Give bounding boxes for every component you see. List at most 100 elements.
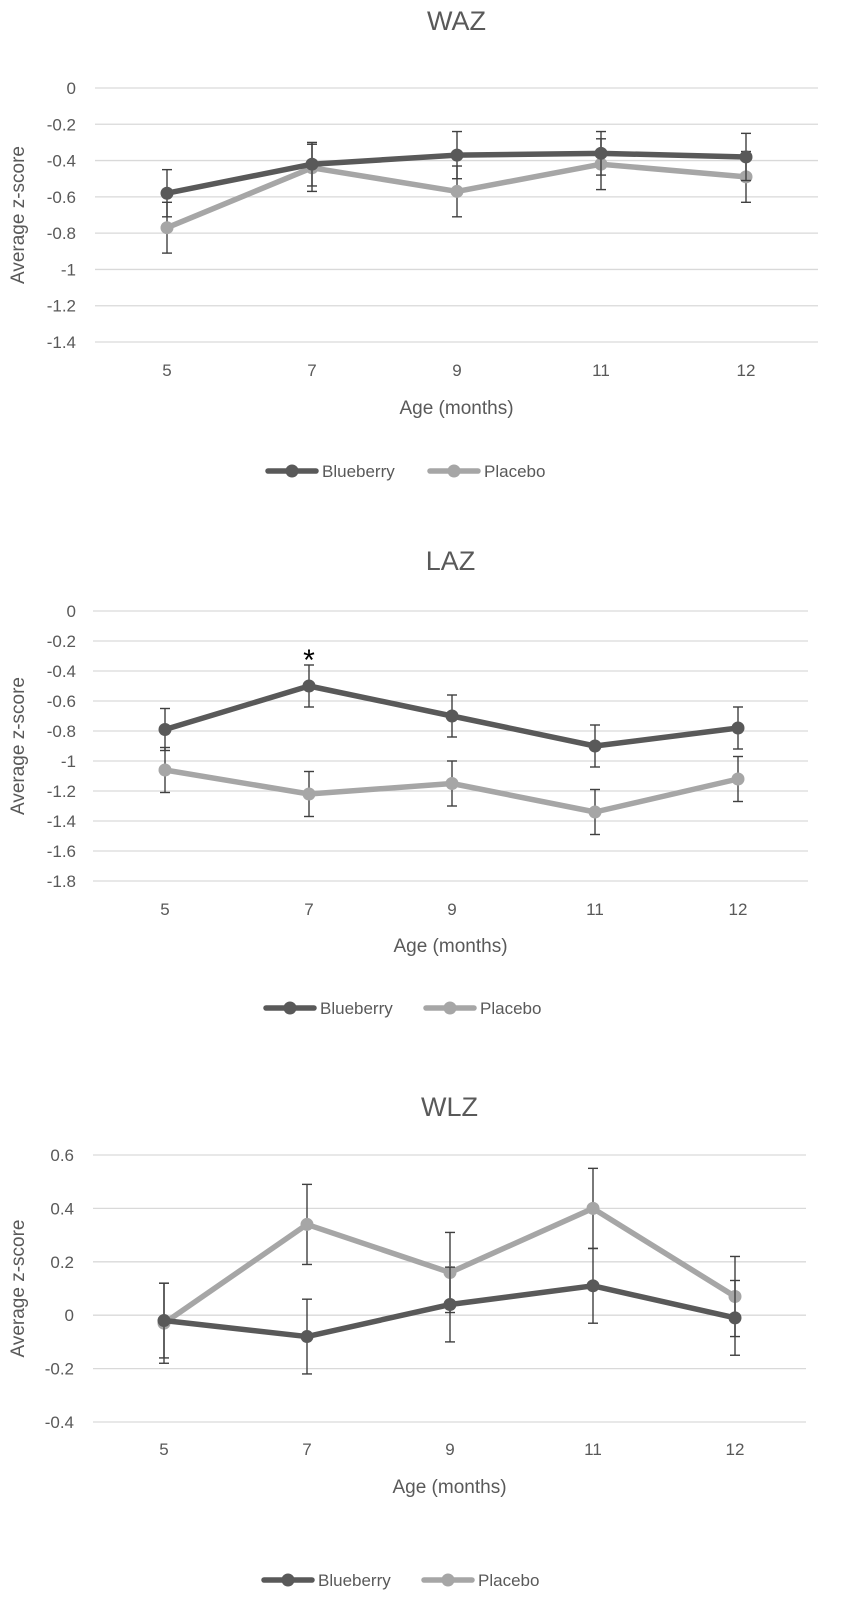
legend: Blueberry Placebo <box>261 1571 539 1590</box>
data-point <box>300 1330 314 1344</box>
y-tick-label: 0.6 <box>50 1146 74 1165</box>
x-tick-label: 11 <box>586 900 604 919</box>
legend-swatch-marker <box>285 464 299 478</box>
data-point <box>450 184 464 198</box>
legend-item-placebo: Placebo <box>421 1571 539 1590</box>
legend-swatch-marker <box>441 1573 455 1587</box>
y-tick-label: -0.8 <box>47 722 76 741</box>
legend-item-blueberry: Blueberry <box>263 999 393 1018</box>
data-point <box>728 1311 742 1325</box>
data-point <box>158 763 172 777</box>
x-tick-label: 11 <box>584 1440 602 1459</box>
y-tick-label: -1.8 <box>47 872 76 891</box>
data-point <box>739 150 753 164</box>
series-blueberry <box>157 1247 742 1375</box>
significance-annotation: * <box>303 644 315 677</box>
legend: Blueberry Placebo <box>263 999 541 1018</box>
y-tick-label: -0.6 <box>47 188 76 207</box>
x-axis-title: Age (months) <box>392 1477 506 1498</box>
y-tick-label: -1 <box>61 752 76 771</box>
x-tick-label: 9 <box>452 361 461 380</box>
data-point <box>731 721 745 735</box>
chart-waz: WAZ 0 -0.2 -0.4 -0.6 -0.8 -1 -1.2 -1.4 5 7 9 11 12 Age… <box>8 6 818 481</box>
y-tick-label: -0.4 <box>47 662 76 681</box>
x-tick-label: 12 <box>726 1440 745 1459</box>
data-point <box>160 221 174 235</box>
data-point <box>450 148 464 162</box>
legend-swatch-marker <box>281 1573 295 1587</box>
y-tick-label: -1.2 <box>47 297 76 316</box>
chart-title: WAZ <box>427 6 486 36</box>
y-axis-title: Average z-score <box>8 146 29 284</box>
data-point <box>586 1201 600 1215</box>
y-tick-label: -1.6 <box>47 842 76 861</box>
y-tick-label: -0.2 <box>45 1360 74 1379</box>
x-tick-label: 11 <box>592 361 610 380</box>
chart-wlz: WLZ 0.6 0.4 0.2 0 -0.2 -0.4 5 7 9 11 12 Age (months)… <box>8 1092 806 1590</box>
legend-label: Placebo <box>480 999 541 1018</box>
y-tick-label: -0.4 <box>45 1413 74 1432</box>
data-point <box>302 787 316 801</box>
y-tick-label: -0.4 <box>47 152 76 171</box>
chart-title: LAZ <box>426 546 476 576</box>
series-blueberry <box>160 130 753 218</box>
legend-item-blueberry: Blueberry <box>265 462 395 481</box>
legend-item-blueberry: Blueberry <box>261 1571 391 1590</box>
y-tick-label: 0.4 <box>50 1199 74 1218</box>
y-tick-label: -0.2 <box>47 632 76 651</box>
legend-swatch-marker <box>443 1001 457 1015</box>
y-axis-title: Average z-score <box>8 677 29 815</box>
data-point <box>305 157 319 171</box>
legend: Blueberry Placebo <box>265 462 545 481</box>
data-point <box>445 777 459 790</box>
x-tick-label: 7 <box>307 361 316 380</box>
data-point <box>586 1279 600 1293</box>
y-tick-label: 0 <box>67 602 76 621</box>
y-tick-label: 0 <box>65 1306 74 1325</box>
legend-label: Blueberry <box>320 999 393 1018</box>
y-tick-label: 0 <box>67 79 76 98</box>
x-tick-label: 9 <box>445 1440 454 1459</box>
x-tick-label: 5 <box>160 900 169 919</box>
data-point <box>443 1298 457 1312</box>
x-tick-label: 12 <box>729 900 748 919</box>
x-tick-label: 5 <box>159 1440 168 1459</box>
chart-title: WLZ <box>421 1092 478 1122</box>
data-point <box>594 146 608 160</box>
legend-swatch-marker <box>283 1001 297 1015</box>
data-point <box>157 1314 171 1328</box>
y-tick-label: -1.4 <box>47 333 76 352</box>
y-tick-label: -0.8 <box>47 224 76 243</box>
x-axis-title: Age (months) <box>399 398 513 419</box>
y-tick-label: -1 <box>61 260 76 279</box>
data-point <box>588 739 602 753</box>
x-tick-label: 7 <box>302 1440 311 1459</box>
x-tick-label: 7 <box>304 900 313 919</box>
legend-label: Placebo <box>484 462 545 481</box>
data-point <box>731 772 745 786</box>
legend-label: Blueberry <box>318 1571 391 1590</box>
data-point <box>158 723 172 736</box>
y-tick-label: -1.2 <box>47 782 76 801</box>
legend-item-placebo: Placebo <box>423 999 541 1018</box>
x-tick-label: 9 <box>447 900 456 919</box>
series-placebo <box>158 746 745 836</box>
legend-label: Placebo <box>478 1571 539 1590</box>
legend-label: Blueberry <box>322 462 395 481</box>
x-axis-title: Age (months) <box>393 936 507 957</box>
x-tick-label: 12 <box>737 361 756 380</box>
y-tick-label: -0.2 <box>47 115 76 134</box>
data-point <box>300 1217 314 1231</box>
data-point <box>445 709 459 723</box>
x-tick-label: 5 <box>162 361 171 380</box>
y-axis-title: Average z-score <box>8 1220 29 1358</box>
data-point <box>302 679 316 693</box>
series-blueberry <box>158 664 745 768</box>
chart-laz: LAZ 0 -0.2 -0.4 -0.6 -0.8 -1 -1.2 -1.4 -1.6 -1.8 5 7… <box>8 546 808 1018</box>
legend-swatch-marker <box>447 464 461 478</box>
data-point <box>588 805 602 819</box>
y-tick-label: -0.6 <box>47 692 76 711</box>
data-point <box>160 186 174 200</box>
y-tick-label: -1.4 <box>47 812 76 831</box>
